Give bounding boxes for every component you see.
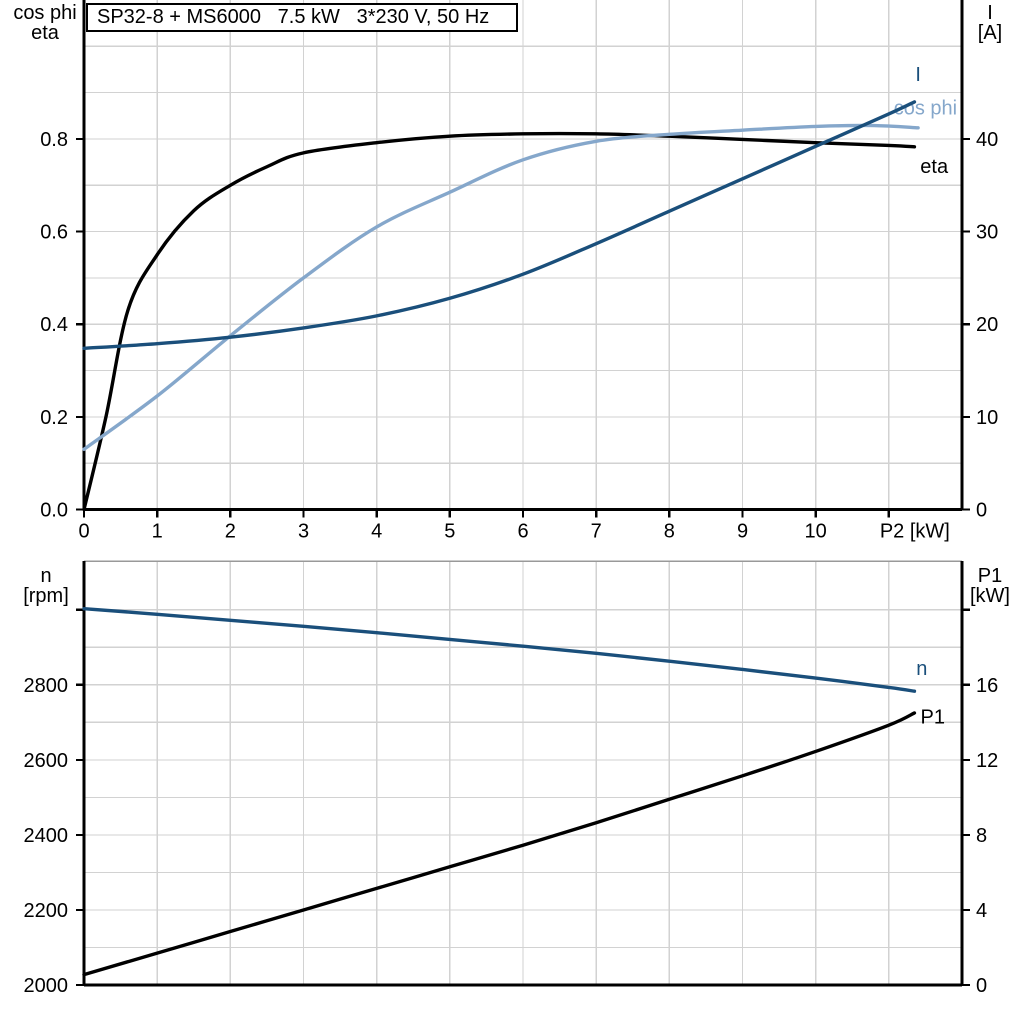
left-axis-tick-label: 2200 [24,900,69,922]
right-axis-tick-label: 12 [976,750,998,772]
curve-eta [82,131,917,512]
left-axis-tick-label: 0.2 [40,407,68,429]
curve-label-P1: P1 [920,707,944,729]
x-axis-tick-label: 4 [371,521,382,543]
right-axis-tick-label: 30 [976,222,998,244]
x-axis-tick-label: 0 [78,521,89,543]
right-axis-tick-label: 8 [976,825,987,847]
axis-title-current-unit: [A] [977,22,1003,44]
left-axis-tick-label: 2600 [24,750,69,772]
left-axis-tick-label: 0.4 [40,314,68,336]
x-axis-tick-label: 8 [664,521,675,543]
left-axis-tick-label: 2400 [24,825,69,847]
x-axis-tick-label: 10 [805,521,827,543]
chart-title: SP32-8 + MS6000 7.5 kW 3*230 V, 50 Hz [97,6,490,28]
curve-I [82,100,917,351]
x-axis-tick-label: 7 [591,521,602,543]
left-axis-tick-label: 0.0 [40,500,68,522]
x-axis-tick-label: 9 [737,521,748,543]
speed-input-power-curves: 2000 2200 2400 2600 2800 0 4 8 12 16 n P1 [24,560,998,997]
top-left-axis-title: cos phi eta [6,3,84,43]
axis-title-eta: eta [31,22,59,44]
curve-P1 [82,711,917,977]
left-axis-tick-label: 0.6 [40,222,68,244]
right-axis-tick-label: 16 [976,675,998,697]
bottom-left-axis-title: n [rpm] [8,566,84,606]
curve-label-n: n [916,658,927,680]
x-axis-tick-label: 5 [444,521,455,543]
right-axis-tick-label: 0 [976,975,987,997]
axis-title-speed-unit: [rpm] [23,585,69,607]
right-axis-tick-label: 40 [976,129,998,151]
left-axis-tick-label: 2000 [24,975,69,997]
left-axis-tick-label: 2800 [24,675,69,697]
right-axis-tick-label: 4 [976,900,987,922]
axis-title-speed: n [40,565,52,587]
axis-title-input-power-unit: [kW] [970,585,1010,607]
x-axis-tick-label: 2 [225,521,236,543]
x-axis-tick-label: 6 [517,521,528,543]
curve-label-I: I [915,64,921,86]
x-axis-tick-label: 3 [298,521,309,543]
axis-title-current: I [987,2,993,24]
right-axis-tick-label: 20 [976,314,998,336]
curve-label-eta: eta [920,156,949,178]
bottom-right-axis-title: P1 [kW] [960,566,1020,606]
top-right-axis-title: I [A] [963,3,1017,43]
axis-title-cos-phi: cos phi [13,2,77,24]
x-axis-title: P2 [kW] [880,521,950,543]
left-axis-tick-label: 0.8 [40,129,68,151]
axis-title-input-power: P1 [977,565,1003,587]
curve-n [82,606,917,693]
right-axis-tick-label: 10 [976,407,998,429]
right-axis-tick-label: 0 [976,500,987,522]
curve-cos_phi [82,123,920,451]
x-axis-tick-label: 1 [152,521,163,543]
motor-electrical-curves: 0.0 0.2 0.4 0.6 0.8 0 10 20 30 40 0 1 2 3 4 5 6 7 8 9 10 P2 [… [40,0,998,543]
chart-title-box: SP32-8 + MS6000 7.5 kW 3*230 V, 50 Hz [86,3,518,32]
